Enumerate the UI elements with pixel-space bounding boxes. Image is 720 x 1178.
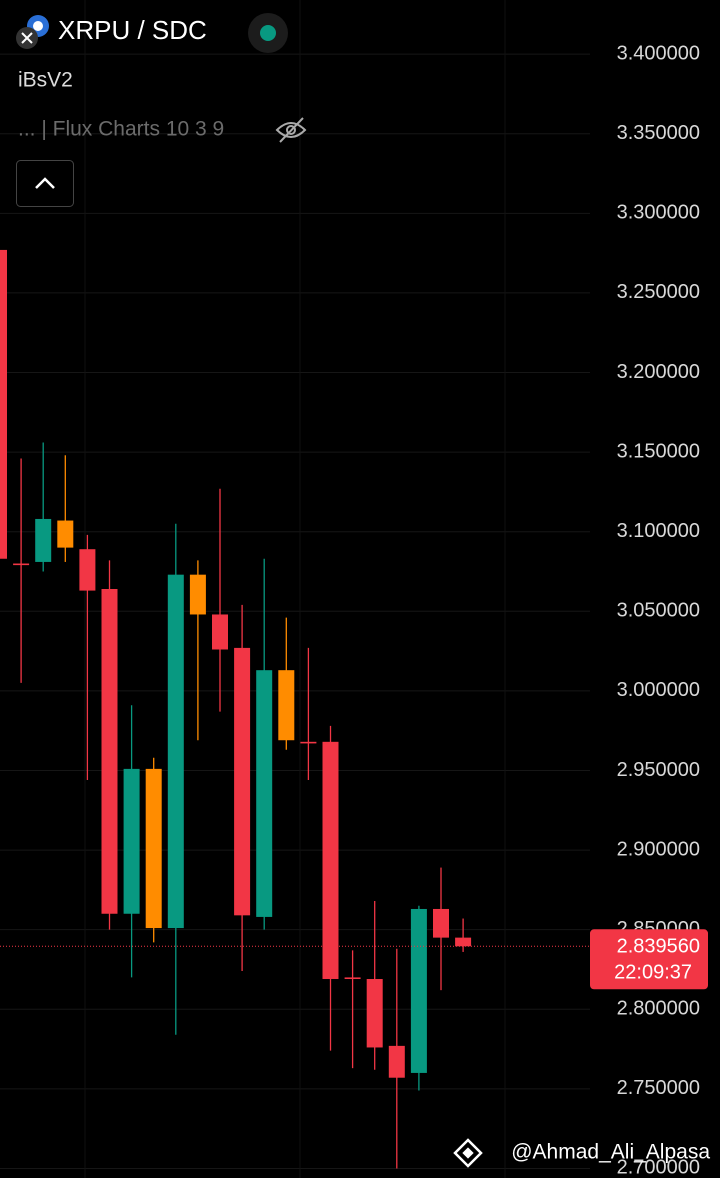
grid xyxy=(0,0,590,1178)
candle-body xyxy=(300,741,317,744)
close-icon xyxy=(21,32,33,44)
y-tick-label: 3.150000 xyxy=(617,440,700,462)
indicator-name: iBsV2 xyxy=(18,69,73,92)
candle-body xyxy=(234,647,251,916)
indicator-label: ... | Flux Charts 10 3 9 xyxy=(18,118,224,141)
chevron-icon xyxy=(35,177,55,189)
candle-body xyxy=(0,249,7,559)
countdown: 22:09:37 xyxy=(614,962,692,984)
candle-body xyxy=(167,574,184,929)
symbol-title: XRPU / SDC xyxy=(58,15,207,45)
y-tick-label: 2.900000 xyxy=(617,838,700,860)
candle-body xyxy=(145,768,162,929)
watermark: @Ahmad_Ali_Alpasa xyxy=(511,1141,710,1164)
last-price-tag xyxy=(590,929,708,990)
candles xyxy=(0,249,590,1169)
y-tick-label: 2.700000 xyxy=(617,1157,700,1178)
candle-body xyxy=(388,1045,405,1078)
y-tick-label: 3.100000 xyxy=(617,520,700,542)
y-tick-label: 3.350000 xyxy=(617,122,700,144)
y-tick-label: 2.800000 xyxy=(617,998,700,1020)
candle-body xyxy=(212,614,228,650)
y-tick-label: 3.200000 xyxy=(617,361,700,383)
candle-body xyxy=(322,741,339,980)
price-axis: 3.400000 3.350000 3.300000 3.250000 3.200000… xyxy=(590,42,708,1178)
candle-body xyxy=(433,908,449,938)
candle-body xyxy=(366,979,383,1048)
candle-body xyxy=(57,520,74,548)
y-tick-label: 3.400000 xyxy=(617,42,700,64)
y-tick-label: 3.300000 xyxy=(617,202,700,224)
candle-body xyxy=(189,574,206,615)
collapse-button[interactable] xyxy=(16,160,74,207)
y-tick-label: 2.950000 xyxy=(617,759,700,781)
y-tick-label: 3.050000 xyxy=(617,600,700,622)
last-price-label: 2.839560 xyxy=(617,936,700,958)
watermark-logo xyxy=(453,1138,483,1168)
symbol-icon-inner xyxy=(33,21,43,31)
candle-body xyxy=(101,589,118,914)
candle-body xyxy=(455,937,472,947)
candle-body xyxy=(344,977,361,980)
candle-body xyxy=(256,670,273,917)
candle-body xyxy=(79,549,96,591)
candle-body xyxy=(410,908,427,1073)
status-dot xyxy=(260,25,276,41)
visibility-toggle[interactable] xyxy=(275,117,307,143)
candle-body xyxy=(278,670,295,741)
candle-body xyxy=(123,768,140,914)
candle-body xyxy=(35,518,52,562)
candle-body xyxy=(13,563,30,566)
y-tick-label: 2.750000 xyxy=(617,1077,700,1099)
y-tick-label: 3.250000 xyxy=(617,281,700,303)
y-tick-label: 3.000000 xyxy=(617,679,700,701)
